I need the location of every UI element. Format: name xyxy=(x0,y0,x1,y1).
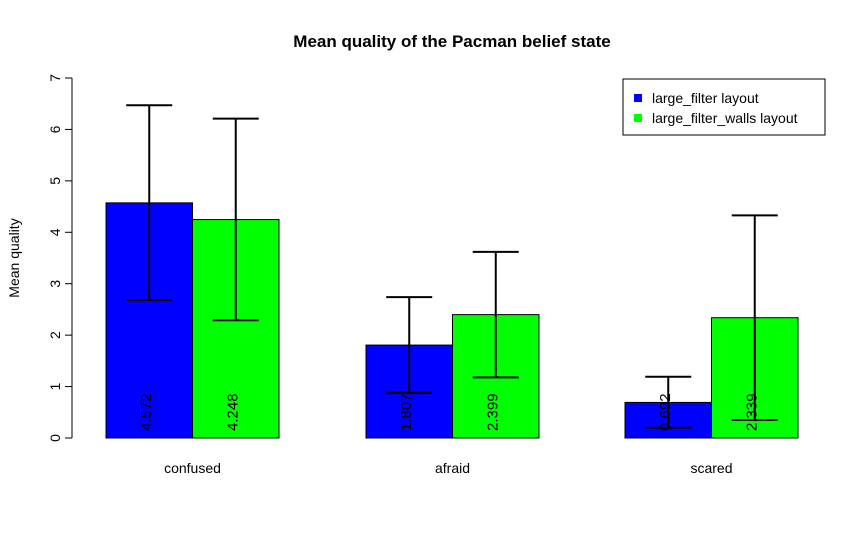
y-axis: 0 1 2 3 4 5 6 7 xyxy=(47,74,73,442)
category-label: scared xyxy=(690,460,732,476)
value-label: 1.807 xyxy=(398,393,415,431)
y-tick-label: 7 xyxy=(47,74,63,82)
value-label: 2.399 xyxy=(484,393,501,431)
category-label: confused xyxy=(164,460,221,476)
y-tick-label: 0 xyxy=(47,434,63,442)
y-tick-label: 4 xyxy=(47,228,63,236)
y-axis-label: Mean quality xyxy=(6,218,22,297)
y-tick-label: 3 xyxy=(47,280,63,288)
legend-label: large_filter layout xyxy=(652,90,759,106)
x-axis-labels: confused afraid scared xyxy=(164,460,732,476)
y-tick-label: 1 xyxy=(47,382,63,390)
chart-title: Mean quality of the Pacman belief state xyxy=(293,32,610,51)
legend-box xyxy=(622,78,826,136)
value-label: 4.572 xyxy=(138,393,155,431)
legend-label: large_filter_walls layout xyxy=(652,110,798,126)
value-label: 0.692 xyxy=(657,393,674,431)
y-tick-label: 2 xyxy=(47,331,63,339)
y-tick-label: 6 xyxy=(47,125,63,133)
legend-swatch xyxy=(634,94,642,102)
legend: large_filter layout large_filter_walls la… xyxy=(622,78,826,136)
category-label: afraid xyxy=(435,460,470,476)
legend-swatch xyxy=(634,114,642,122)
value-label: 4.248 xyxy=(224,393,241,431)
bars-group: 4.572 4.248 1.807 2.399 0.692 2.339 xyxy=(105,104,799,439)
value-label: 2.339 xyxy=(743,393,760,431)
y-tick-label: 5 xyxy=(47,177,63,185)
